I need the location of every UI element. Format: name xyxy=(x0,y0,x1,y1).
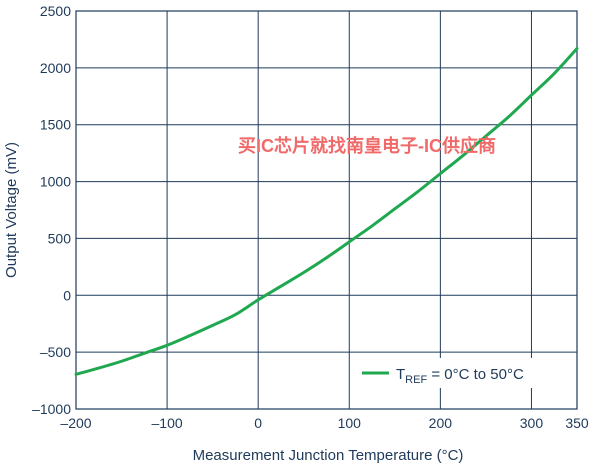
y-tick-label: 1500 xyxy=(40,117,71,133)
series-layer xyxy=(74,47,579,376)
legend-label: TREF = 0°C to 50°C xyxy=(396,366,524,386)
legend-label-subscript: REF xyxy=(405,374,427,386)
axis-tick-labels: –200 –100 0 100 200 300 350–1000–5000500100015… xyxy=(32,3,589,431)
legend-label-rest: = 0°C to 50°C xyxy=(427,366,524,383)
x-tick-label: –100 xyxy=(152,415,183,431)
x-tick-label: 350 xyxy=(565,415,589,431)
y-tick-label: 500 xyxy=(48,230,72,246)
legend: TREF = 0°C to 50°C xyxy=(356,358,552,388)
x-tick-label: 200 xyxy=(429,415,453,431)
plot-border xyxy=(75,10,578,410)
y-tick-label: 2000 xyxy=(40,60,71,76)
x-tick-label: –200 xyxy=(60,415,91,431)
x-axis-title: Measurement Junction Temperature (°C) xyxy=(193,447,464,464)
y-axis-title: Output Voltage (mV) xyxy=(3,142,20,278)
y-tick-label: 0 xyxy=(63,287,71,303)
y-tick-label: 1000 xyxy=(40,174,71,190)
y-tick-label: –500 xyxy=(40,344,71,360)
x-tick-label: 300 xyxy=(520,415,544,431)
watermark-text: 买IC芯片就找南皇电子-IC供应商 xyxy=(238,135,496,156)
x-tick-label: 100 xyxy=(338,415,362,431)
grid xyxy=(75,10,578,410)
series-line xyxy=(74,47,579,376)
x-tick-label: 0 xyxy=(254,415,262,431)
legend-label-main: T xyxy=(396,366,405,383)
y-tick-label: 2500 xyxy=(40,3,71,19)
y-tick-label: –1000 xyxy=(32,401,71,417)
